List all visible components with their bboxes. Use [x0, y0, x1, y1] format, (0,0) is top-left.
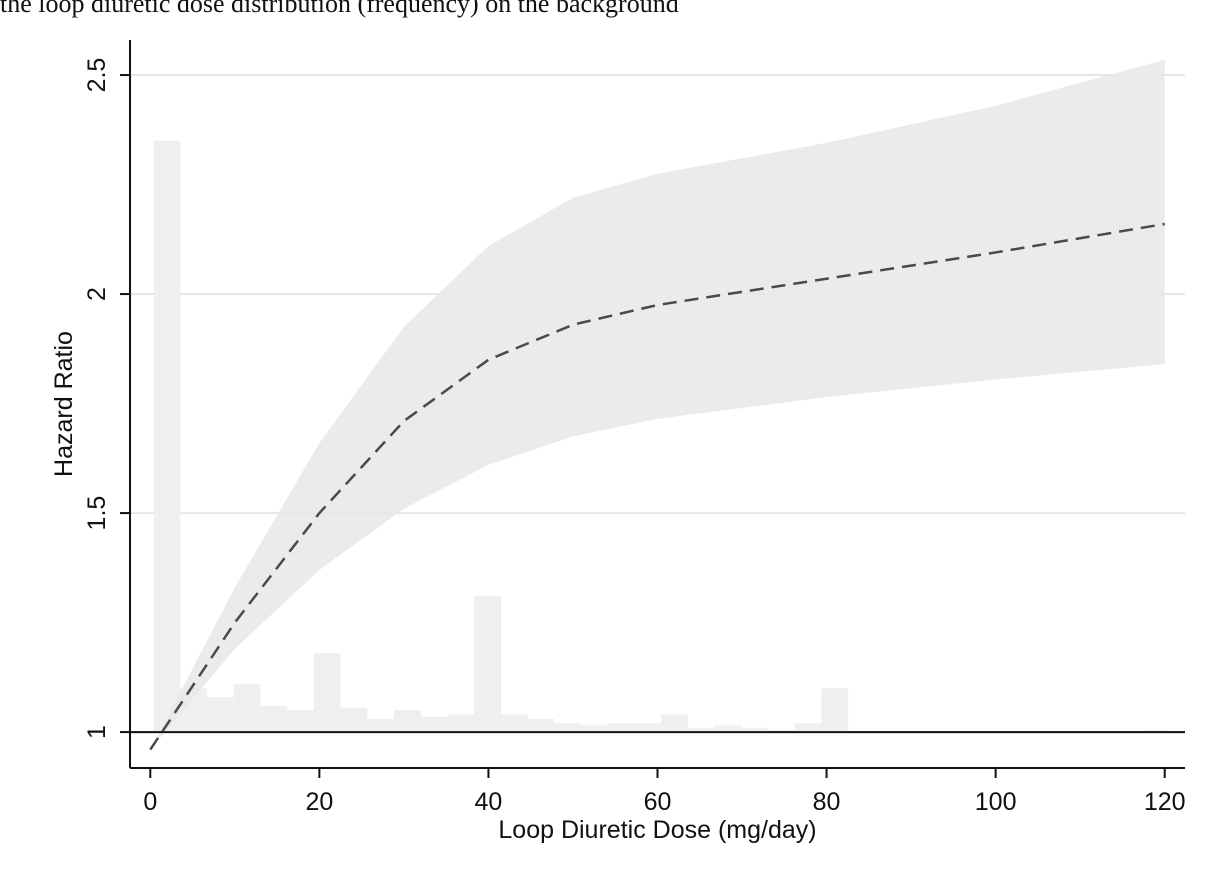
histogram-bar — [233, 683, 261, 733]
histogram-bar — [714, 725, 742, 733]
histogram-bar — [741, 727, 769, 733]
histogram-bar — [661, 714, 688, 733]
histogram-bar — [687, 727, 715, 733]
histogram-bar — [287, 710, 314, 733]
y-axis-title: Hazard Ratio — [50, 331, 78, 477]
caption: the loop diuretic dose distribution (fre… — [0, 0, 679, 18]
histogram-bar — [313, 653, 341, 733]
histogram-bar — [260, 705, 288, 733]
histogram-bar — [1142, 729, 1169, 733]
x-tick-label: 120 — [1144, 788, 1186, 816]
histogram-bar — [447, 714, 475, 733]
x-tick-label: 60 — [644, 788, 672, 816]
histogram-bar — [474, 596, 501, 733]
x-tick-label: 40 — [475, 788, 503, 816]
histogram-bar — [500, 714, 528, 733]
x-tick-label: 100 — [975, 788, 1017, 816]
histogram-bar — [527, 718, 555, 733]
histogram-bar — [394, 710, 421, 733]
histogram-bar — [554, 723, 582, 733]
y-tick-label: 1.5 — [83, 496, 111, 531]
histogram-bar — [420, 716, 448, 733]
y-tick-label: 2.5 — [83, 58, 111, 93]
histogram-bar — [153, 140, 181, 733]
histogram-bar — [581, 725, 608, 733]
x-tick-label: 20 — [305, 788, 333, 816]
histogram-bar — [821, 688, 849, 733]
y-tick-label: 2 — [83, 287, 111, 301]
y-tick-label: 1 — [83, 725, 111, 739]
histogram-bar — [340, 707, 368, 733]
x-tick-label: 0 — [143, 788, 157, 816]
histogram-bar — [768, 729, 795, 733]
histogram-bar — [607, 723, 635, 733]
x-axis-title: Loop Diuretic Dose (mg/day) — [498, 816, 816, 844]
fit-line — [149, 222, 1165, 751]
histogram-bar — [207, 697, 234, 733]
histogram-bar — [794, 723, 822, 733]
histogram-bar — [634, 723, 662, 733]
x-tick-label: 80 — [813, 788, 841, 816]
histogram-bar — [367, 718, 395, 733]
confidence-band — [150, 59, 1165, 750]
